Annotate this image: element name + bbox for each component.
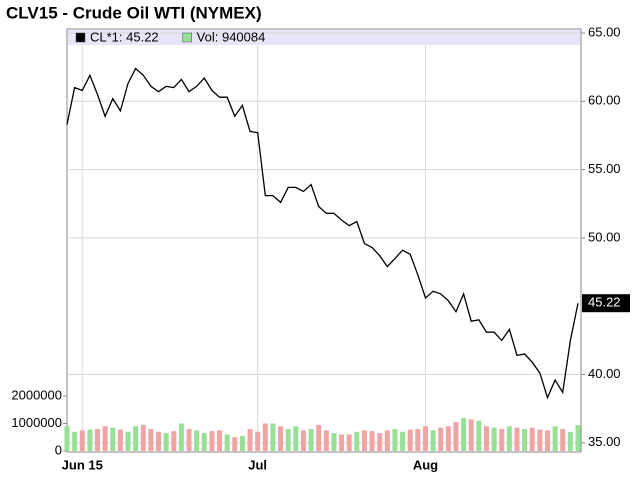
volume-bar <box>552 426 558 451</box>
volume-bar <box>491 427 497 451</box>
volume-bar <box>247 429 253 451</box>
y2-tick-label: 2000000 <box>11 387 62 402</box>
volume-bar <box>476 420 482 451</box>
volume-bar <box>148 429 154 451</box>
volume-bar <box>400 431 406 451</box>
y2-tick-label: 0 <box>55 442 62 457</box>
volume-bar <box>293 426 299 451</box>
volume-bar <box>217 430 223 451</box>
y2-tick-label: 1000000 <box>11 415 62 430</box>
volume-bar <box>461 418 467 451</box>
volume-bar <box>453 422 459 451</box>
volume-bar <box>285 429 291 451</box>
last-value-label: 45.22 <box>588 295 621 310</box>
plot-frame <box>66 28 582 453</box>
volume-bar <box>117 429 123 451</box>
volume-bar <box>354 431 360 451</box>
volume-bar <box>64 426 70 451</box>
volume-bar <box>239 435 245 451</box>
volume-bar <box>430 430 436 451</box>
volume-bar <box>79 430 85 451</box>
x-tick-label: Jun 15 <box>62 457 103 472</box>
legend-label: CL*1: 45.22 <box>90 29 159 44</box>
volume-bar <box>468 419 474 451</box>
volume-bar <box>407 429 413 451</box>
legend-swatch <box>75 32 86 43</box>
volume-bar <box>506 426 512 451</box>
volume-bar <box>270 423 276 451</box>
price-line <box>66 67 579 400</box>
volume-bar <box>392 429 398 451</box>
volume-bar <box>422 426 428 451</box>
volume-bar <box>339 434 345 451</box>
y-tick-label: 40.00 <box>588 366 621 381</box>
volume-bar <box>415 429 421 451</box>
volume-bar <box>346 434 352 451</box>
volume-bar <box>438 427 444 451</box>
last-value-box <box>582 294 630 313</box>
volume-bar <box>308 429 314 451</box>
volume-bar <box>483 426 489 451</box>
volume-bar <box>529 427 535 451</box>
volume-bar <box>72 431 78 451</box>
volume-bar <box>575 425 581 451</box>
y-tick-label: 60.00 <box>588 93 621 108</box>
volume-bar <box>87 429 93 451</box>
legend-swatch <box>182 32 192 43</box>
volume-bar <box>224 434 230 451</box>
volume-bar <box>209 431 215 451</box>
volume-bar <box>384 430 390 451</box>
x-tick-label: Aug <box>413 457 438 472</box>
volume-bar <box>95 429 101 451</box>
volume-bar <box>186 429 192 451</box>
volume-bar <box>278 426 284 451</box>
volume-bar <box>194 430 200 451</box>
volume-bar <box>445 426 451 451</box>
volume-bar <box>300 430 306 451</box>
volume-bar <box>560 429 566 451</box>
x-tick-label: Jul <box>248 457 267 472</box>
y-tick-label: 55.00 <box>588 161 621 176</box>
volume-bar <box>369 431 375 451</box>
volume-bar <box>323 430 329 451</box>
volume-bar <box>163 433 169 451</box>
volume-bar <box>262 423 268 451</box>
volume-bar <box>377 433 383 451</box>
volume-bar <box>361 430 367 451</box>
volume-bar <box>255 431 261 451</box>
volume-bar <box>514 427 520 451</box>
volume-bar <box>133 426 139 451</box>
volume-bar <box>178 423 184 451</box>
volume-bar <box>331 433 337 451</box>
volume-bar <box>171 431 177 451</box>
volume-bar <box>102 426 108 451</box>
legend-band <box>68 30 580 45</box>
volume-bar <box>110 427 116 451</box>
volume-bar <box>499 429 505 451</box>
volume-bar <box>140 424 146 451</box>
chart-title: CLV15 - Crude Oil WTI (NYMEX) <box>6 3 262 22</box>
volume-bar <box>544 430 550 451</box>
y-tick-label: 65.00 <box>588 24 621 39</box>
volume-bar <box>201 433 207 451</box>
volume-bar <box>522 429 528 451</box>
legend-label: Vol: 940084 <box>197 29 266 44</box>
volume-bar <box>156 431 162 451</box>
volume-bar <box>316 424 322 451</box>
y-tick-label: 35.00 <box>588 434 621 449</box>
y-tick-label: 50.00 <box>588 229 621 244</box>
volume-bar <box>125 431 131 451</box>
volume-bar <box>567 431 573 451</box>
volume-bar <box>232 437 238 451</box>
volume-bar <box>537 429 543 451</box>
